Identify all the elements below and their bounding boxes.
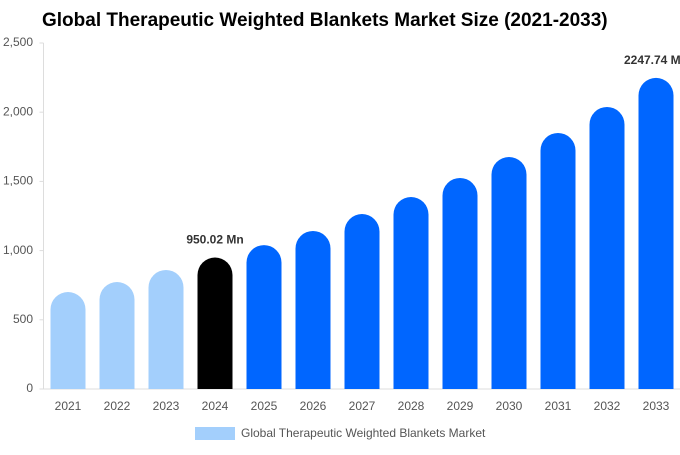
bar: [50, 291, 86, 389]
x-tick-label: 2028: [398, 399, 425, 413]
x-tick-label: 2025: [251, 399, 278, 413]
x-tick-label: 2026: [300, 399, 327, 413]
legend-swatch: [195, 427, 235, 440]
x-tick-label: 2033: [643, 399, 670, 413]
x-tick-label: 2021: [55, 399, 82, 413]
legend-label: Global Therapeutic Weighted Blankets Mar…: [241, 426, 486, 440]
x-tick-label: 2031: [545, 399, 572, 413]
y-tick-label: 2,000: [3, 104, 33, 118]
bar: [540, 132, 576, 389]
value-label: 2247.74 Mn: [624, 53, 680, 67]
bar: [197, 257, 233, 389]
bar: [491, 157, 527, 389]
y-tick-label: 0: [26, 381, 33, 395]
y-tick-label: 500: [13, 312, 33, 326]
bar: [246, 245, 282, 389]
bar: [344, 214, 380, 389]
y-tick-label: 1,500: [3, 174, 33, 188]
value-label: 950.02 Mn: [186, 233, 243, 247]
x-tick-label: 2032: [594, 399, 621, 413]
bar: [99, 282, 135, 389]
x-tick-label: 2024: [202, 399, 229, 413]
x-tick-label: 2030: [496, 399, 523, 413]
x-tick-label: 2029: [447, 399, 474, 413]
x-tick-label: 2022: [104, 399, 131, 413]
bar: [638, 77, 674, 389]
y-tick-label: 1,000: [3, 243, 33, 257]
bar: [442, 177, 478, 389]
bar: [148, 269, 184, 389]
chart-title: Global Therapeutic Weighted Blankets Mar…: [42, 10, 608, 31]
bar: [393, 197, 429, 389]
x-tick-label: 2023: [153, 399, 180, 413]
bar: [295, 230, 331, 389]
bar: [589, 106, 625, 390]
y-tick-label: 2,500: [3, 35, 33, 49]
x-tick-label: 2027: [349, 399, 376, 413]
